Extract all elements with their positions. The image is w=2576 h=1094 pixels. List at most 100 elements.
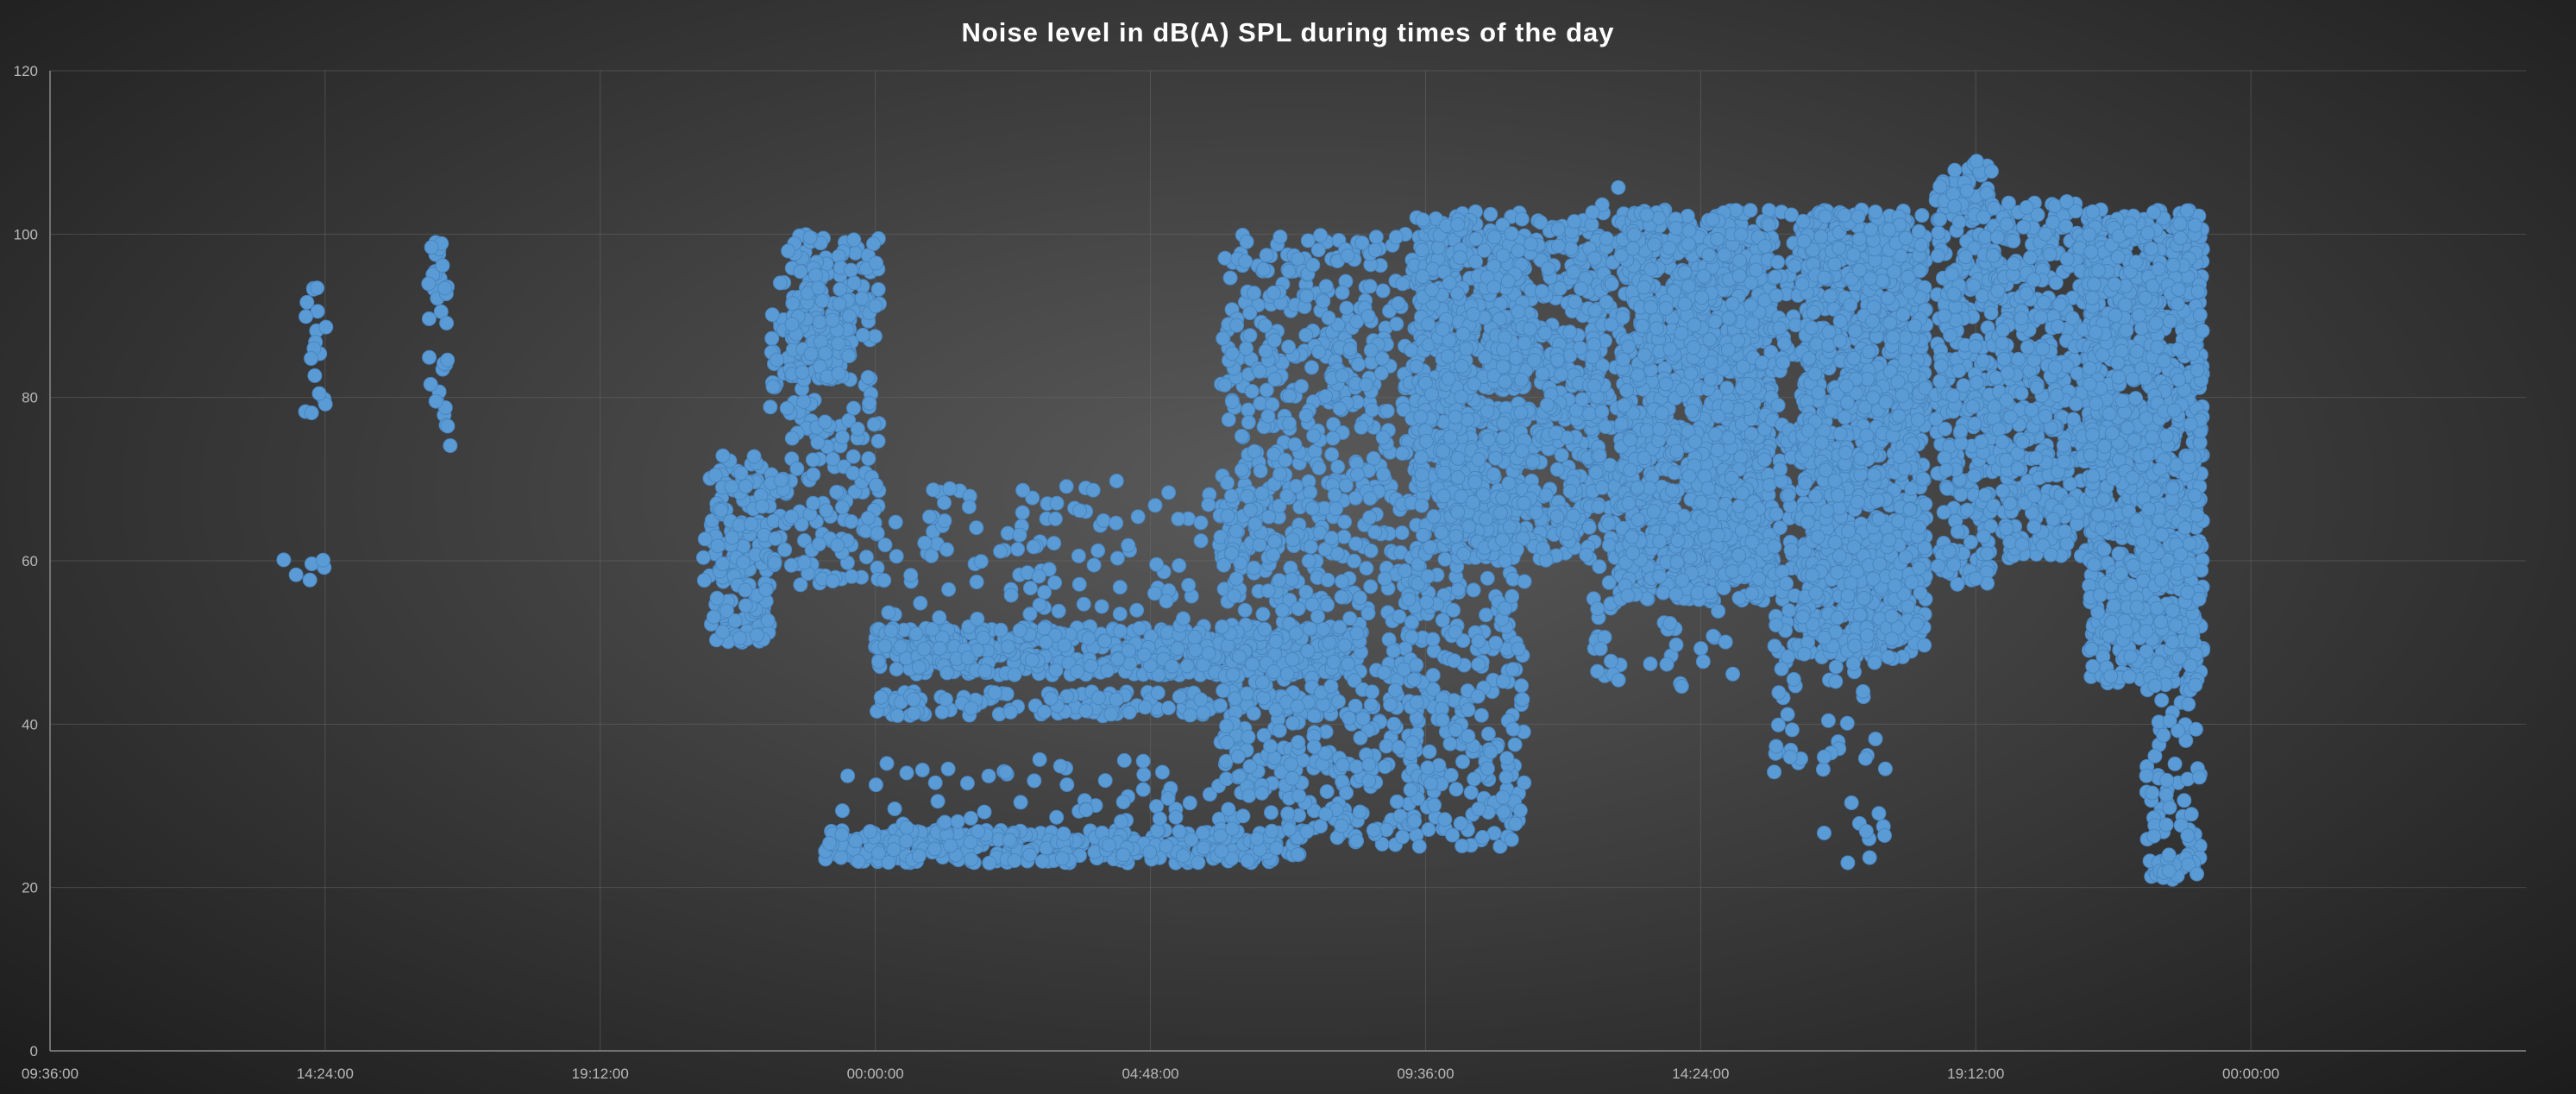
data-point: [1414, 498, 1429, 513]
data-point: [1435, 322, 1450, 337]
data-point: [1254, 675, 1270, 690]
data-point: [1330, 459, 1346, 475]
data-point: [939, 665, 955, 681]
data-point: [1365, 402, 1379, 418]
data-point: [1385, 644, 1401, 658]
data-point: [1284, 572, 1299, 588]
data-point: [1196, 705, 1211, 720]
data-point: [1298, 584, 1314, 600]
data-point: [937, 495, 952, 511]
data-point: [1188, 643, 1203, 658]
data-point: [715, 625, 731, 639]
data-point: [1450, 505, 1466, 520]
data-point: [1025, 652, 1040, 668]
data-point: [1160, 790, 1176, 806]
data-point: [1306, 428, 1322, 443]
data-point: [889, 662, 904, 677]
data-point: [1290, 699, 1305, 714]
data-point: [1213, 828, 1228, 844]
data-point: [1326, 654, 1341, 670]
data-point: [932, 610, 947, 626]
data-point: [1403, 782, 1418, 797]
data-point: [1247, 516, 1263, 531]
data-point: [1115, 847, 1131, 863]
data-point: [1585, 349, 1600, 365]
data-point: [1298, 408, 1314, 424]
data-point: [1109, 692, 1124, 707]
data-point: [1377, 759, 1392, 775]
data-point: [764, 330, 780, 346]
data-point: [1268, 633, 1284, 649]
data-point: [1552, 280, 1568, 296]
data-point: [1572, 340, 1587, 355]
data-point: [927, 775, 943, 790]
data-point: [841, 412, 857, 428]
data-point: [906, 706, 921, 721]
data-point: [1335, 285, 1350, 300]
data-point: [1525, 454, 1541, 469]
data-point: [1604, 276, 1619, 292]
data-point: [993, 622, 1008, 638]
data-point: [917, 535, 933, 550]
data-point: [764, 307, 780, 323]
data-point: [1022, 847, 1038, 863]
data-point: [1373, 366, 1389, 380]
data-point: [715, 448, 731, 463]
data-point: [1319, 784, 1335, 799]
data-point: [299, 294, 315, 310]
data-point: [842, 308, 857, 324]
data-point: [1010, 542, 1026, 557]
data-point: [1374, 351, 1390, 367]
data-point: [893, 638, 908, 654]
data-point: [749, 627, 764, 643]
data-point: [1442, 275, 1457, 291]
data-point: [1562, 324, 1578, 340]
data-point: [435, 258, 450, 274]
data-point: [1348, 759, 1364, 775]
data-point: [840, 768, 856, 783]
data-point: [1043, 691, 1059, 707]
data-point: [1593, 641, 1608, 657]
data-point: [934, 704, 950, 720]
data-point: [1423, 776, 1439, 791]
data-point: [1288, 626, 1304, 641]
data-point: [1379, 403, 1395, 418]
data-point: [1517, 495, 1531, 511]
data-point: [1337, 514, 1353, 530]
data-point: [768, 531, 783, 546]
data-point: [1361, 773, 1377, 789]
data-point: [817, 414, 832, 430]
data-point: [1201, 497, 1216, 512]
data-point: [738, 479, 753, 494]
data-point: [423, 376, 438, 392]
data-point: [1007, 853, 1022, 868]
data-point: [1241, 729, 1256, 745]
data-point: [1586, 337, 1602, 352]
data-point: [1252, 538, 1267, 553]
data-point: [1549, 462, 1565, 477]
data-point: [1560, 525, 1575, 541]
data-point: [796, 394, 812, 409]
data-point: [1568, 294, 1583, 310]
data-point: [961, 500, 977, 514]
data-point: [1303, 621, 1317, 637]
data-point: [1022, 607, 1038, 622]
data-point: [938, 692, 953, 707]
data-point: [1159, 594, 1174, 609]
data-point: [1260, 583, 1276, 599]
data-point: [911, 659, 927, 675]
data-point: [1217, 377, 1233, 393]
data-point: [1282, 388, 1297, 404]
data-point: [1536, 541, 1551, 556]
data-point: [1599, 231, 1614, 246]
data-point: [1003, 588, 1019, 603]
data-point: [789, 461, 805, 476]
data-point: [866, 417, 882, 432]
data-point: [1446, 602, 1461, 618]
data-point: [1267, 534, 1282, 549]
data-point: [1471, 802, 1486, 817]
data-point: [1051, 603, 1066, 619]
data-point: [1450, 217, 1466, 232]
data-point: [719, 603, 734, 619]
